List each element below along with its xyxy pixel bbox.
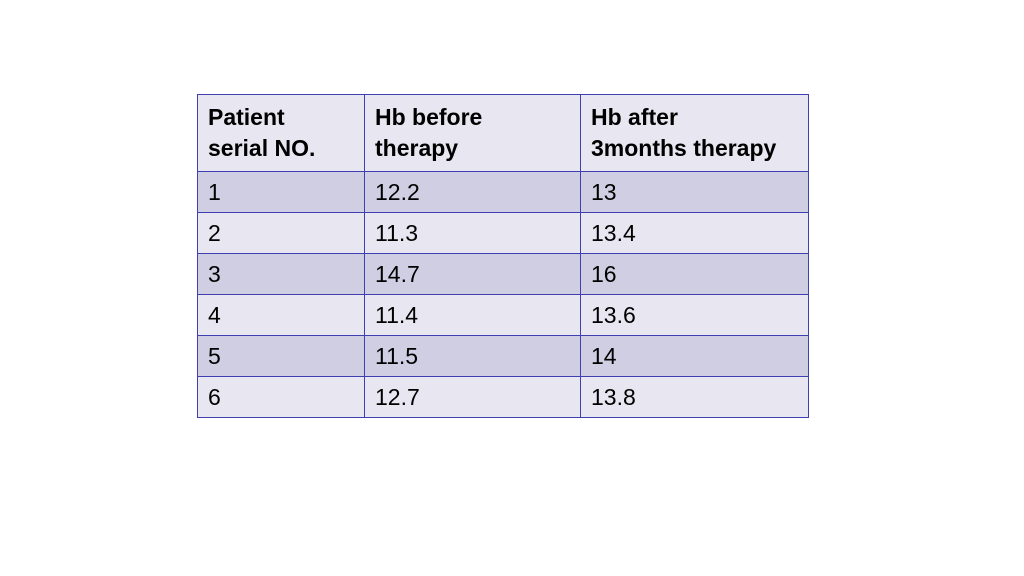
cell-hb-before: 11.3 — [364, 212, 581, 254]
header-hb-after: Hb after 3months therapy — [580, 94, 809, 172]
cell-hb-after: 13.8 — [580, 376, 809, 418]
header-line: serial NO. — [208, 135, 316, 161]
table-row: 4 11.4 13.6 — [197, 294, 809, 336]
table-row: 1 12.2 13 — [197, 171, 809, 213]
table-row: 3 14.7 16 — [197, 253, 809, 295]
cell-hb-after: 14 — [580, 335, 809, 377]
hb-data-table: Patient serial NO. Hb before therapy Hb af… — [197, 94, 809, 418]
cell-patient-serial: 1 — [197, 171, 365, 213]
header-row: Patient serial NO. Hb before therapy Hb af… — [197, 94, 809, 172]
table-row: 5 11.5 14 — [197, 335, 809, 377]
cell-hb-after: 16 — [580, 253, 809, 295]
table-row: 2 11.3 13.4 — [197, 212, 809, 254]
header-line: Hb before — [375, 104, 483, 130]
table-row: 6 12.7 13.8 — [197, 376, 809, 418]
header-line: Hb after — [591, 104, 678, 130]
header-line: 3months therapy — [591, 135, 777, 161]
cell-hb-after: 13.4 — [580, 212, 809, 254]
header-hb-before: Hb before therapy — [364, 94, 581, 172]
cell-patient-serial: 3 — [197, 253, 365, 295]
cell-patient-serial: 6 — [197, 376, 365, 418]
cell-hb-before: 12.2 — [364, 171, 581, 213]
cell-hb-before: 12.7 — [364, 376, 581, 418]
cell-patient-serial: 2 — [197, 212, 365, 254]
cell-patient-serial: 4 — [197, 294, 365, 336]
cell-hb-before: 11.5 — [364, 335, 581, 377]
header-line: therapy — [375, 135, 459, 161]
cell-hb-after: 13 — [580, 171, 809, 213]
cell-hb-before: 11.4 — [364, 294, 581, 336]
header-patient-serial: Patient serial NO. — [197, 94, 365, 172]
header-line: Patient — [208, 104, 285, 130]
cell-hb-before: 14.7 — [364, 253, 581, 295]
cell-patient-serial: 5 — [197, 335, 365, 377]
cell-hb-after: 13.6 — [580, 294, 809, 336]
